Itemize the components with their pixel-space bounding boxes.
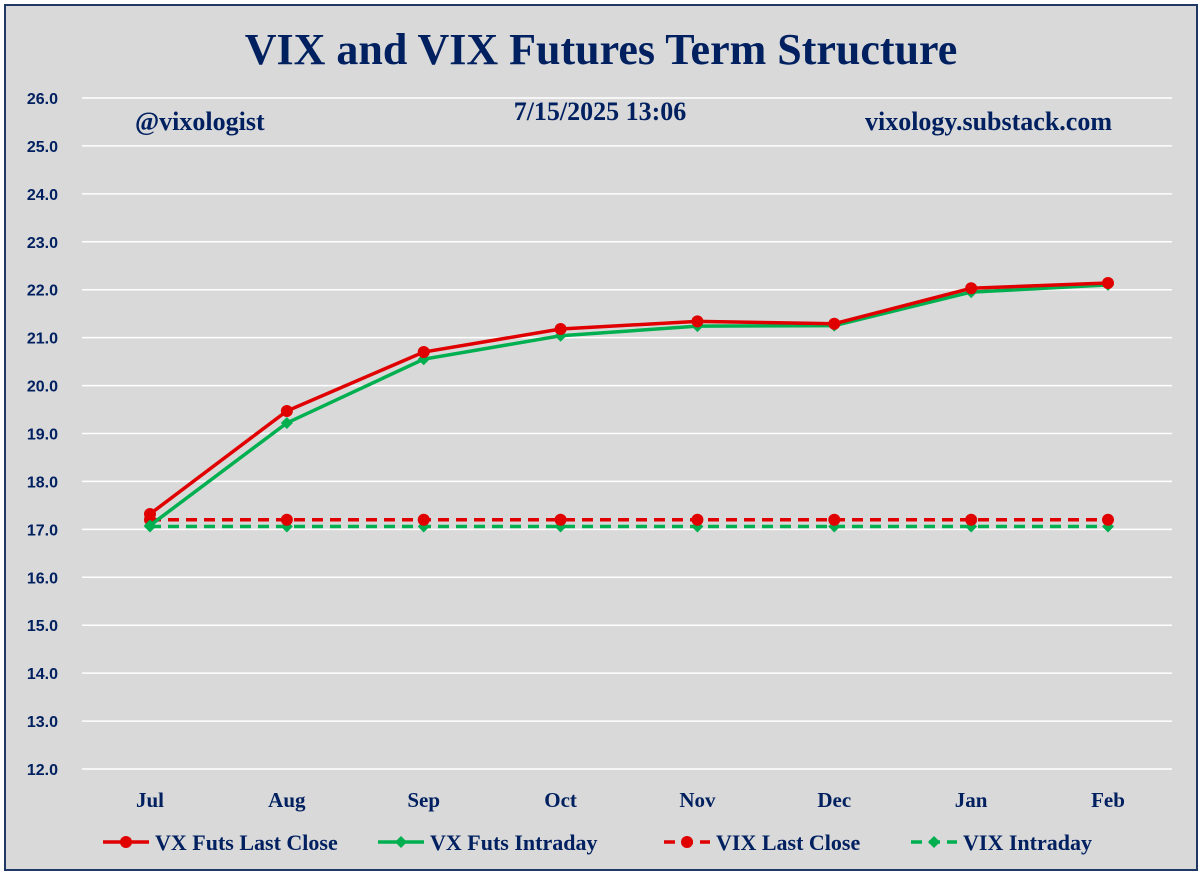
data-point: [965, 282, 978, 295]
y-tick-label: 21.0: [27, 331, 58, 348]
x-tick-label: Jul: [136, 788, 164, 812]
y-tick-label: 15.0: [27, 618, 58, 635]
data-point: [280, 416, 293, 429]
series-layer: [144, 277, 1114, 533]
series-line: [148, 281, 1109, 516]
legend-marker: [681, 836, 693, 848]
website-annotation: vixology.substack.com: [865, 107, 1112, 136]
chart-title: VIX and VIX Futures Term Structure: [245, 25, 958, 74]
x-tick-label: Sep: [407, 788, 440, 812]
y-tick-label: 13.0: [27, 714, 58, 731]
x-axis-ticks: Jul Aug Sep Oct Nov Dec Jan Feb: [136, 788, 1125, 812]
data-point: [417, 346, 430, 359]
data-point: [144, 508, 156, 521]
legend-label: VIX Last Close: [716, 830, 860, 855]
data-point: [280, 404, 293, 417]
y-tick-label: 24.0: [27, 187, 58, 204]
y-tick-label: 18.0: [27, 474, 58, 491]
y-tick-label: 12.0: [27, 762, 58, 779]
y-tick-label: 22.0: [27, 283, 58, 300]
chart-frame: [4, 4, 1198, 871]
legend-label: VIX Intraday: [963, 830, 1092, 855]
x-tick-label: Dec: [817, 788, 851, 812]
data-point: [965, 513, 978, 526]
data-point: [417, 513, 430, 526]
legend-item: VIX Intraday: [911, 830, 1092, 855]
timestamp-annotation: 7/15/2025 13:06: [514, 97, 687, 126]
y-tick-label: 26.0: [27, 91, 58, 108]
y-tick-label: 20.0: [27, 379, 58, 396]
series-2: [144, 513, 1114, 526]
data-point: [691, 513, 704, 526]
data-point: [1102, 277, 1114, 290]
data-point: [280, 513, 293, 526]
data-point: [554, 513, 567, 526]
data-point: [144, 519, 156, 532]
legend-item: VX Futs Last Close: [103, 830, 338, 855]
y-tick-label: 25.0: [27, 139, 58, 156]
data-point: [691, 315, 704, 328]
y-axis-ticks: 12.0 13.0 14.0 15.0 16.0 17.0 18.0 19.0 20.0 21.0…: [27, 91, 58, 779]
y-tick-label: 23.0: [27, 235, 58, 252]
data-point: [828, 513, 841, 526]
legend-label: VX Futs Last Close: [155, 830, 338, 855]
data-point: [828, 317, 841, 330]
data-point: [1102, 513, 1114, 526]
x-tick-label: Aug: [268, 788, 306, 812]
x-tick-label: Nov: [679, 788, 716, 812]
legend-label: VX Futs Intraday: [430, 830, 597, 855]
series-1: [144, 278, 1114, 532]
y-tick-label: 19.0: [27, 427, 58, 444]
x-tick-label: Oct: [544, 788, 577, 812]
x-tick-label: Jan: [955, 788, 988, 812]
series-line: [148, 283, 1109, 527]
legend-marker: [395, 836, 407, 848]
legend: VX Futs Last Close VX Futs Intraday VIX La…: [103, 830, 1092, 855]
legend-marker: [120, 836, 132, 848]
y-tick-label: 17.0: [27, 522, 58, 539]
x-tick-label: Feb: [1091, 788, 1125, 812]
data-point: [554, 323, 567, 336]
legend-item: VIX Last Close: [664, 830, 860, 855]
gridlines: [82, 97, 1172, 770]
y-tick-label: 14.0: [27, 666, 58, 683]
legend-item: VX Futs Intraday: [378, 830, 597, 855]
legend-marker: [928, 836, 940, 848]
series-0: [144, 277, 1114, 521]
y-tick-label: 16.0: [27, 570, 58, 587]
handle-annotation: @vixologist: [135, 107, 265, 136]
